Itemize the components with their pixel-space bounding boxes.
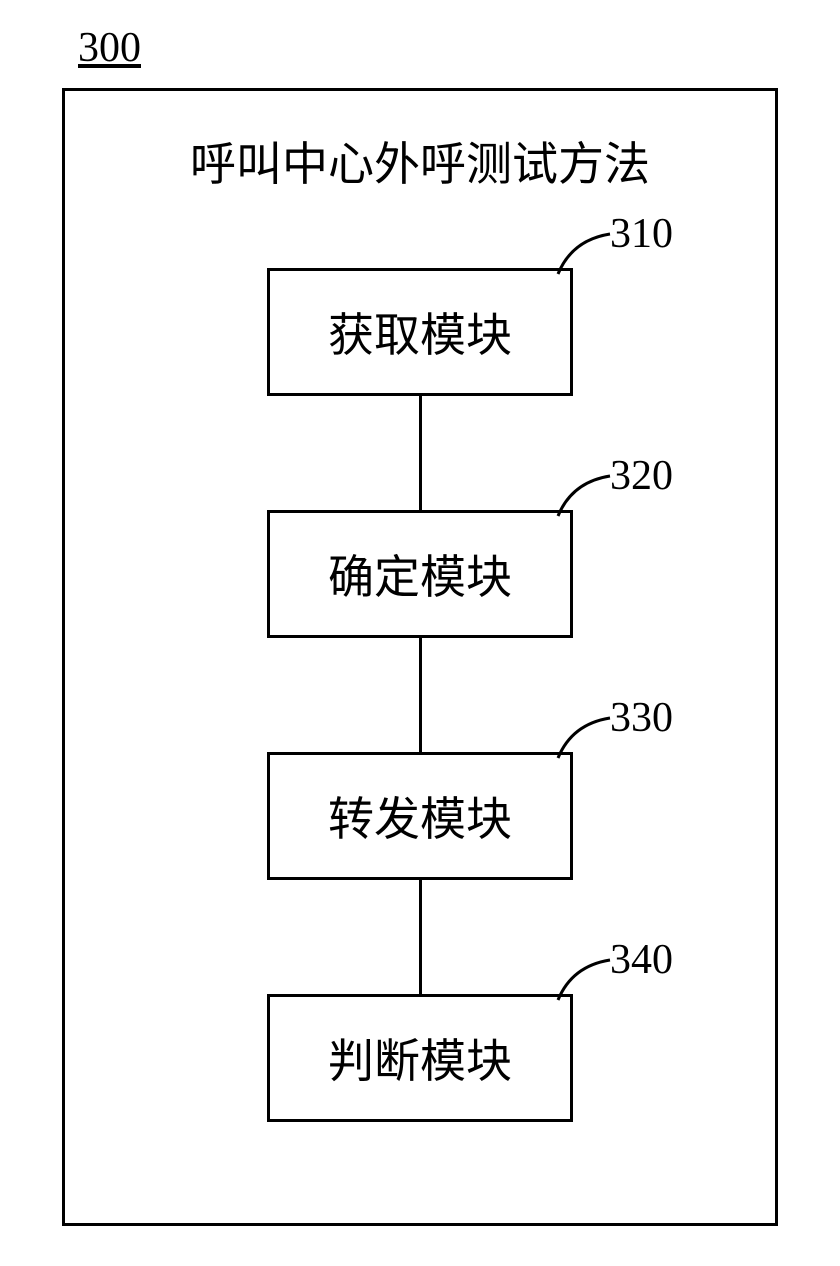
- module-box-2: 确定模块: [267, 510, 573, 638]
- callout-label-4: 340: [610, 936, 673, 984]
- module-box-1: 获取模块: [267, 268, 573, 396]
- callout-arc-4: [552, 954, 616, 1006]
- callout-arc-1: [552, 228, 616, 280]
- diagram-title: 呼叫中心外呼测试方法: [0, 128, 840, 194]
- callout-label-1: 310: [610, 210, 673, 258]
- module-label-1: 获取模块: [328, 299, 512, 365]
- module-label-2: 确定模块: [328, 541, 512, 607]
- module-label-4: 判断模块: [328, 1025, 512, 1091]
- connector-1-2: [419, 396, 422, 510]
- callout-label-2: 320: [610, 452, 673, 500]
- callout-arc-3: [552, 712, 616, 764]
- callout-label-3: 330: [610, 694, 673, 742]
- connector-2-3: [419, 638, 422, 752]
- figure-number: 300: [78, 24, 141, 72]
- callout-arc-2: [552, 470, 616, 522]
- module-box-4: 判断模块: [267, 994, 573, 1122]
- module-label-3: 转发模块: [328, 783, 512, 849]
- module-box-3: 转发模块: [267, 752, 573, 880]
- connector-3-4: [419, 880, 422, 994]
